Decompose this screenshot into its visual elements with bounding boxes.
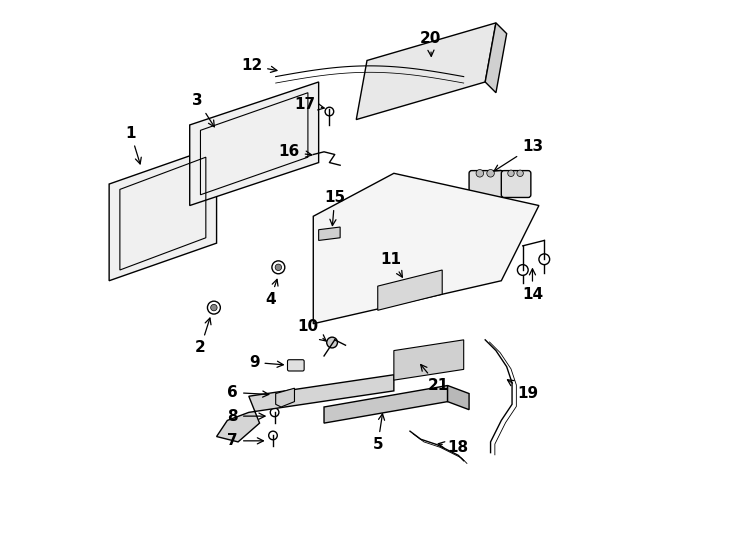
FancyBboxPatch shape [288,360,304,371]
Text: 18: 18 [438,440,469,455]
Text: 4: 4 [265,279,278,307]
Text: 7: 7 [228,433,264,448]
Text: 14: 14 [522,269,543,302]
Text: 16: 16 [278,144,312,159]
Ellipse shape [454,194,463,201]
Polygon shape [448,386,469,410]
Text: 17: 17 [294,97,324,112]
Polygon shape [378,270,442,310]
Polygon shape [485,23,506,93]
Circle shape [487,170,494,177]
Text: 3: 3 [192,93,214,127]
Polygon shape [394,340,464,380]
Polygon shape [458,235,474,249]
Polygon shape [109,146,217,281]
Text: 10: 10 [297,319,326,341]
Circle shape [476,170,484,177]
Text: 19: 19 [507,380,539,401]
Polygon shape [356,23,496,119]
Circle shape [211,305,217,311]
Polygon shape [324,386,448,423]
Text: 20: 20 [420,31,441,56]
Circle shape [327,337,338,348]
Circle shape [517,170,523,177]
Text: 8: 8 [228,409,265,423]
Text: 2: 2 [195,318,211,355]
Text: 12: 12 [241,58,277,73]
Ellipse shape [432,200,442,206]
Ellipse shape [410,205,420,212]
Text: 9: 9 [249,355,283,370]
FancyBboxPatch shape [501,171,531,198]
Polygon shape [490,235,512,249]
Text: 6: 6 [228,385,269,400]
Polygon shape [319,227,340,240]
Ellipse shape [475,193,484,199]
Text: 13: 13 [494,139,543,171]
Text: 21: 21 [421,364,448,393]
Polygon shape [276,388,294,407]
Polygon shape [421,235,442,251]
Text: 1: 1 [126,125,141,164]
Text: 5: 5 [372,414,385,452]
Circle shape [275,264,282,271]
Text: 15: 15 [324,190,345,226]
Polygon shape [217,375,394,442]
Polygon shape [313,173,539,323]
Text: 11: 11 [381,252,402,277]
FancyBboxPatch shape [469,171,504,198]
Ellipse shape [491,196,501,202]
Polygon shape [383,240,404,256]
Circle shape [508,170,515,177]
Polygon shape [189,82,319,206]
